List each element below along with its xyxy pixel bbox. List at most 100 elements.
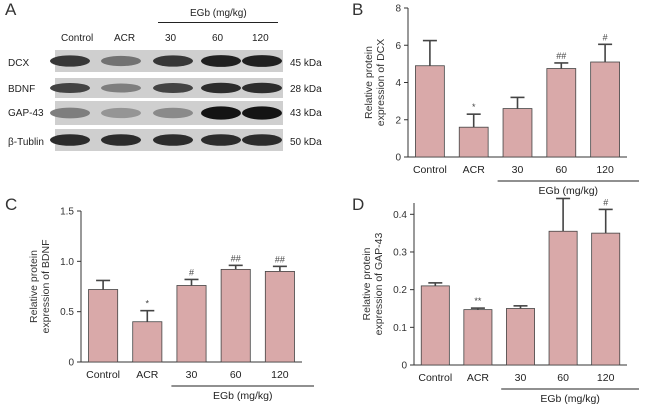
blot-band — [50, 82, 90, 94]
blot-size-tublin: 50 kDa — [290, 137, 322, 148]
significance-mark: # — [561, 195, 566, 196]
blot-band — [201, 55, 241, 67]
blot-size-bdnf: 28 kDa — [290, 84, 322, 95]
category-label: 30 — [515, 372, 527, 384]
lane-label-acr: ACR — [114, 33, 136, 44]
blot-band — [50, 134, 90, 146]
bar — [264, 271, 295, 363]
bar — [502, 108, 533, 158]
blot-image — [50, 50, 283, 151]
lane-label-30: 30 — [165, 33, 177, 44]
blot-band — [242, 55, 282, 67]
category-label: ACR — [136, 369, 159, 381]
category-label: 30 — [512, 164, 524, 176]
category-label: 30 — [186, 369, 198, 381]
category-label: 60 — [230, 369, 242, 381]
significance-mark: * — [472, 102, 476, 112]
bar — [463, 309, 493, 366]
significance-mark: # — [603, 32, 608, 42]
bar — [176, 285, 207, 363]
category-label: Control — [418, 372, 452, 384]
category-label: 60 — [557, 372, 569, 384]
y-tick-label: 0 — [395, 153, 401, 164]
y-tick-label: 4 — [395, 78, 401, 89]
blot-band — [201, 82, 241, 94]
lane-label-60: 60 — [212, 33, 224, 44]
chart-c-bdnf: 0 0.5 1.0 1.5 Relative proteinexpression of … — [28, 207, 314, 402]
blot-row-label-dcx: DCX — [8, 58, 30, 69]
y-tick-label: 0.1 — [393, 323, 407, 334]
blot-band — [153, 82, 193, 94]
blot-size-dcx: 45 kDa — [290, 58, 322, 69]
blot-band — [153, 134, 193, 146]
blot-band — [50, 55, 90, 67]
y-tick-label: 0.5 — [60, 307, 74, 318]
chart-d-gap43: 0 0.1 0.2 0.3 0.4 Relative proteinexpression … — [361, 195, 639, 405]
blot-band — [153, 55, 193, 67]
blot-row-label-tublin: β-Tublin — [8, 137, 44, 148]
group-label: EGb (mg/kg) — [539, 185, 599, 197]
bar — [88, 289, 119, 363]
y-tick-label: 2 — [395, 115, 401, 126]
category-label: ACR — [463, 164, 486, 176]
blot-size-gap43: 43 kDa — [290, 108, 322, 119]
bar — [590, 61, 620, 158]
chart-b-dcx: 0 2 4 6 8 Relative proteinexpression of DCX Co… — [363, 4, 639, 197]
bar — [546, 68, 577, 158]
category-label: 120 — [597, 372, 615, 384]
blot-band — [153, 107, 193, 119]
bar — [415, 65, 445, 158]
significance-mark: # — [603, 197, 608, 207]
category-label: 60 — [555, 164, 567, 176]
blot-band — [101, 55, 141, 67]
bar — [591, 232, 621, 366]
blot-band — [101, 83, 141, 93]
lane-label-120: 120 — [252, 33, 269, 44]
y-tick-label: 1.0 — [60, 257, 74, 268]
group-label: EGb (mg/kg) — [540, 393, 600, 405]
panel-label-a: A — [5, 0, 17, 19]
bar — [132, 321, 163, 363]
panel-label-b: B — [352, 0, 364, 19]
panel-label-c: C — [5, 195, 18, 214]
category-label: Control — [413, 164, 447, 176]
blot-treatment-label: EGb (mg/kg) — [190, 8, 247, 19]
significance-mark: ** — [474, 296, 482, 306]
y-axis-label: Relative proteinexpression of DCX — [363, 39, 387, 127]
y-axis-label: Relative proteinexpression of BDNF — [28, 240, 52, 334]
group-label: EGb (mg/kg) — [213, 390, 273, 402]
blot-band — [201, 134, 241, 146]
y-tick-label: 0.2 — [393, 285, 407, 296]
y-axis-label: Relative proteinexpression of GAP-43 — [361, 232, 385, 335]
significance-mark: ## — [231, 253, 241, 263]
blot-row-label-gap43: GAP-43 — [8, 108, 44, 119]
blot-band — [201, 106, 241, 120]
bar — [458, 126, 489, 158]
lane-label-control: Control — [61, 33, 94, 44]
bar — [420, 285, 450, 366]
blot-row-label-bdnf: BDNF — [8, 84, 36, 95]
y-tick-label: 6 — [395, 41, 401, 52]
y-tick-label: 8 — [395, 4, 401, 15]
bar — [220, 268, 251, 363]
significance-mark: ## — [556, 51, 566, 61]
category-label: ACR — [467, 372, 490, 384]
y-tick-label: 0.4 — [393, 210, 407, 221]
significance-mark: ## — [275, 254, 285, 264]
panel-label-d: D — [352, 195, 365, 214]
blot-band — [50, 107, 90, 119]
bar — [548, 230, 578, 366]
blot-band — [242, 106, 282, 120]
y-tick-label: 1.5 — [60, 207, 74, 218]
blot-band — [242, 134, 282, 146]
y-tick-label: 0 — [401, 361, 407, 372]
blot-band — [101, 107, 141, 119]
category-label: Control — [86, 369, 120, 381]
bar — [506, 308, 535, 366]
blot-band — [242, 82, 282, 94]
blot-treatment-line — [158, 22, 278, 23]
significance-mark: # — [189, 267, 194, 277]
y-tick-label: 0 — [68, 358, 74, 369]
blot-band — [101, 134, 141, 146]
significance-mark: * — [146, 299, 150, 309]
